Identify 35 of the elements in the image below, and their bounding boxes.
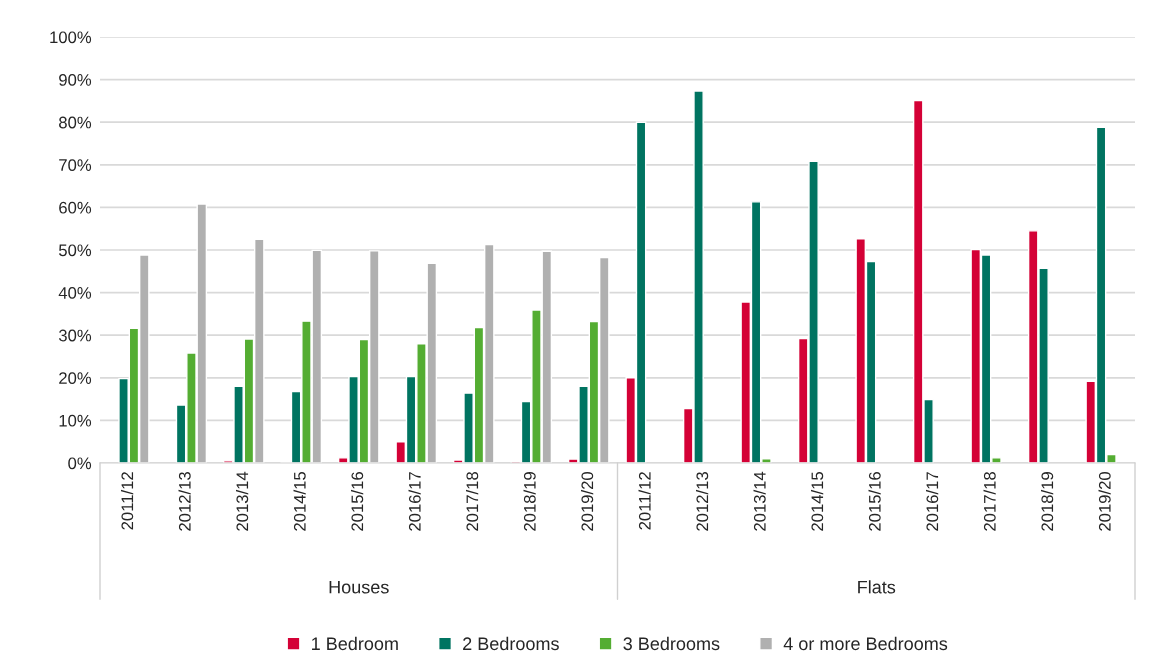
y-tick-label: 30%	[58, 329, 92, 342]
y-tick-label: 40%	[58, 287, 92, 299]
y-tick-label: 20%	[59, 372, 92, 384]
x-tick-label: 2012/13	[178, 472, 191, 531]
x-tick-label: 2017/18	[983, 472, 996, 531]
y-tick-label: 90%	[59, 74, 92, 86]
x-tick-label: 2017/18	[465, 472, 479, 531]
y-tick-label: 60%	[59, 201, 92, 214]
text: Flats	[858, 580, 896, 594]
y-tick-label: 0%	[68, 457, 92, 470]
legend-label: 3 Bedrooms	[623, 636, 720, 651]
legend-label: 4 or more Bedrooms	[783, 636, 948, 651]
x-tick-label: 2014/15	[810, 472, 824, 531]
x-tick-label: 2013/14	[235, 471, 249, 531]
legend-label: 1 Bedroom	[312, 636, 398, 651]
x-tick-label: 2018/19	[523, 472, 536, 531]
x-tick-label: 2014/15	[293, 472, 306, 531]
x-tick-label: 2016/17	[925, 472, 939, 531]
x-tick-label: 2011/12	[120, 472, 134, 530]
x-tick-label: 2018/19	[1040, 472, 1054, 531]
legend-label: 2 Bedrooms	[463, 636, 559, 651]
y-tick-label: 70%	[59, 159, 92, 171]
x-tick-label: 2019/20	[580, 471, 594, 531]
y-tick-label: 50%	[58, 244, 92, 257]
x-tick-label: 2013/14	[753, 471, 766, 531]
x-tick-label: 2016/17	[408, 472, 421, 531]
x-tick-label: 2015/16	[868, 472, 881, 531]
y-tick-label: 100%	[50, 31, 92, 44]
x-tick-label: 2012/13	[695, 472, 709, 531]
text: Houses	[329, 580, 389, 594]
x-tick-label: 2015/16	[350, 472, 364, 531]
y-tick-label: 80%	[59, 116, 92, 129]
x-tick-label: 2019/20	[1098, 471, 1111, 531]
y-tick-label: 10%	[59, 414, 92, 427]
x-tick-label: 2011/12	[638, 472, 651, 530]
